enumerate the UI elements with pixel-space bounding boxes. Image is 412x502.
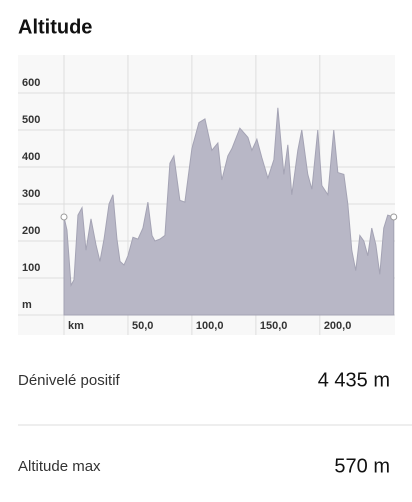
x-tick-label: 150,0 <box>260 320 288 332</box>
y-tick-label: 400 <box>22 151 40 163</box>
stat-value: 4 435 m <box>318 369 390 391</box>
y-tick-label: 200 <box>22 225 40 237</box>
x-tick-label: km <box>68 320 84 332</box>
y-tick-label: 600 <box>22 77 40 89</box>
end-marker <box>390 213 398 221</box>
x-tick-label: 50,0 <box>132 320 153 332</box>
y-tick-label: 100 <box>22 262 40 274</box>
stat-label: Altitude max <box>18 458 101 475</box>
stat-value: 570 m <box>334 455 390 477</box>
y-tick-label: m <box>22 299 32 311</box>
y-tick-label: 500 <box>22 114 40 126</box>
title: Altitude <box>18 16 92 38</box>
end-marker <box>60 213 68 221</box>
elevation-area <box>63 107 395 316</box>
x-tick-label: 100,0 <box>196 320 224 332</box>
x-tick-label: 200,0 <box>324 320 352 332</box>
stat-label: Dénivelé positif <box>18 372 121 389</box>
y-tick-label: 300 <box>22 188 40 200</box>
